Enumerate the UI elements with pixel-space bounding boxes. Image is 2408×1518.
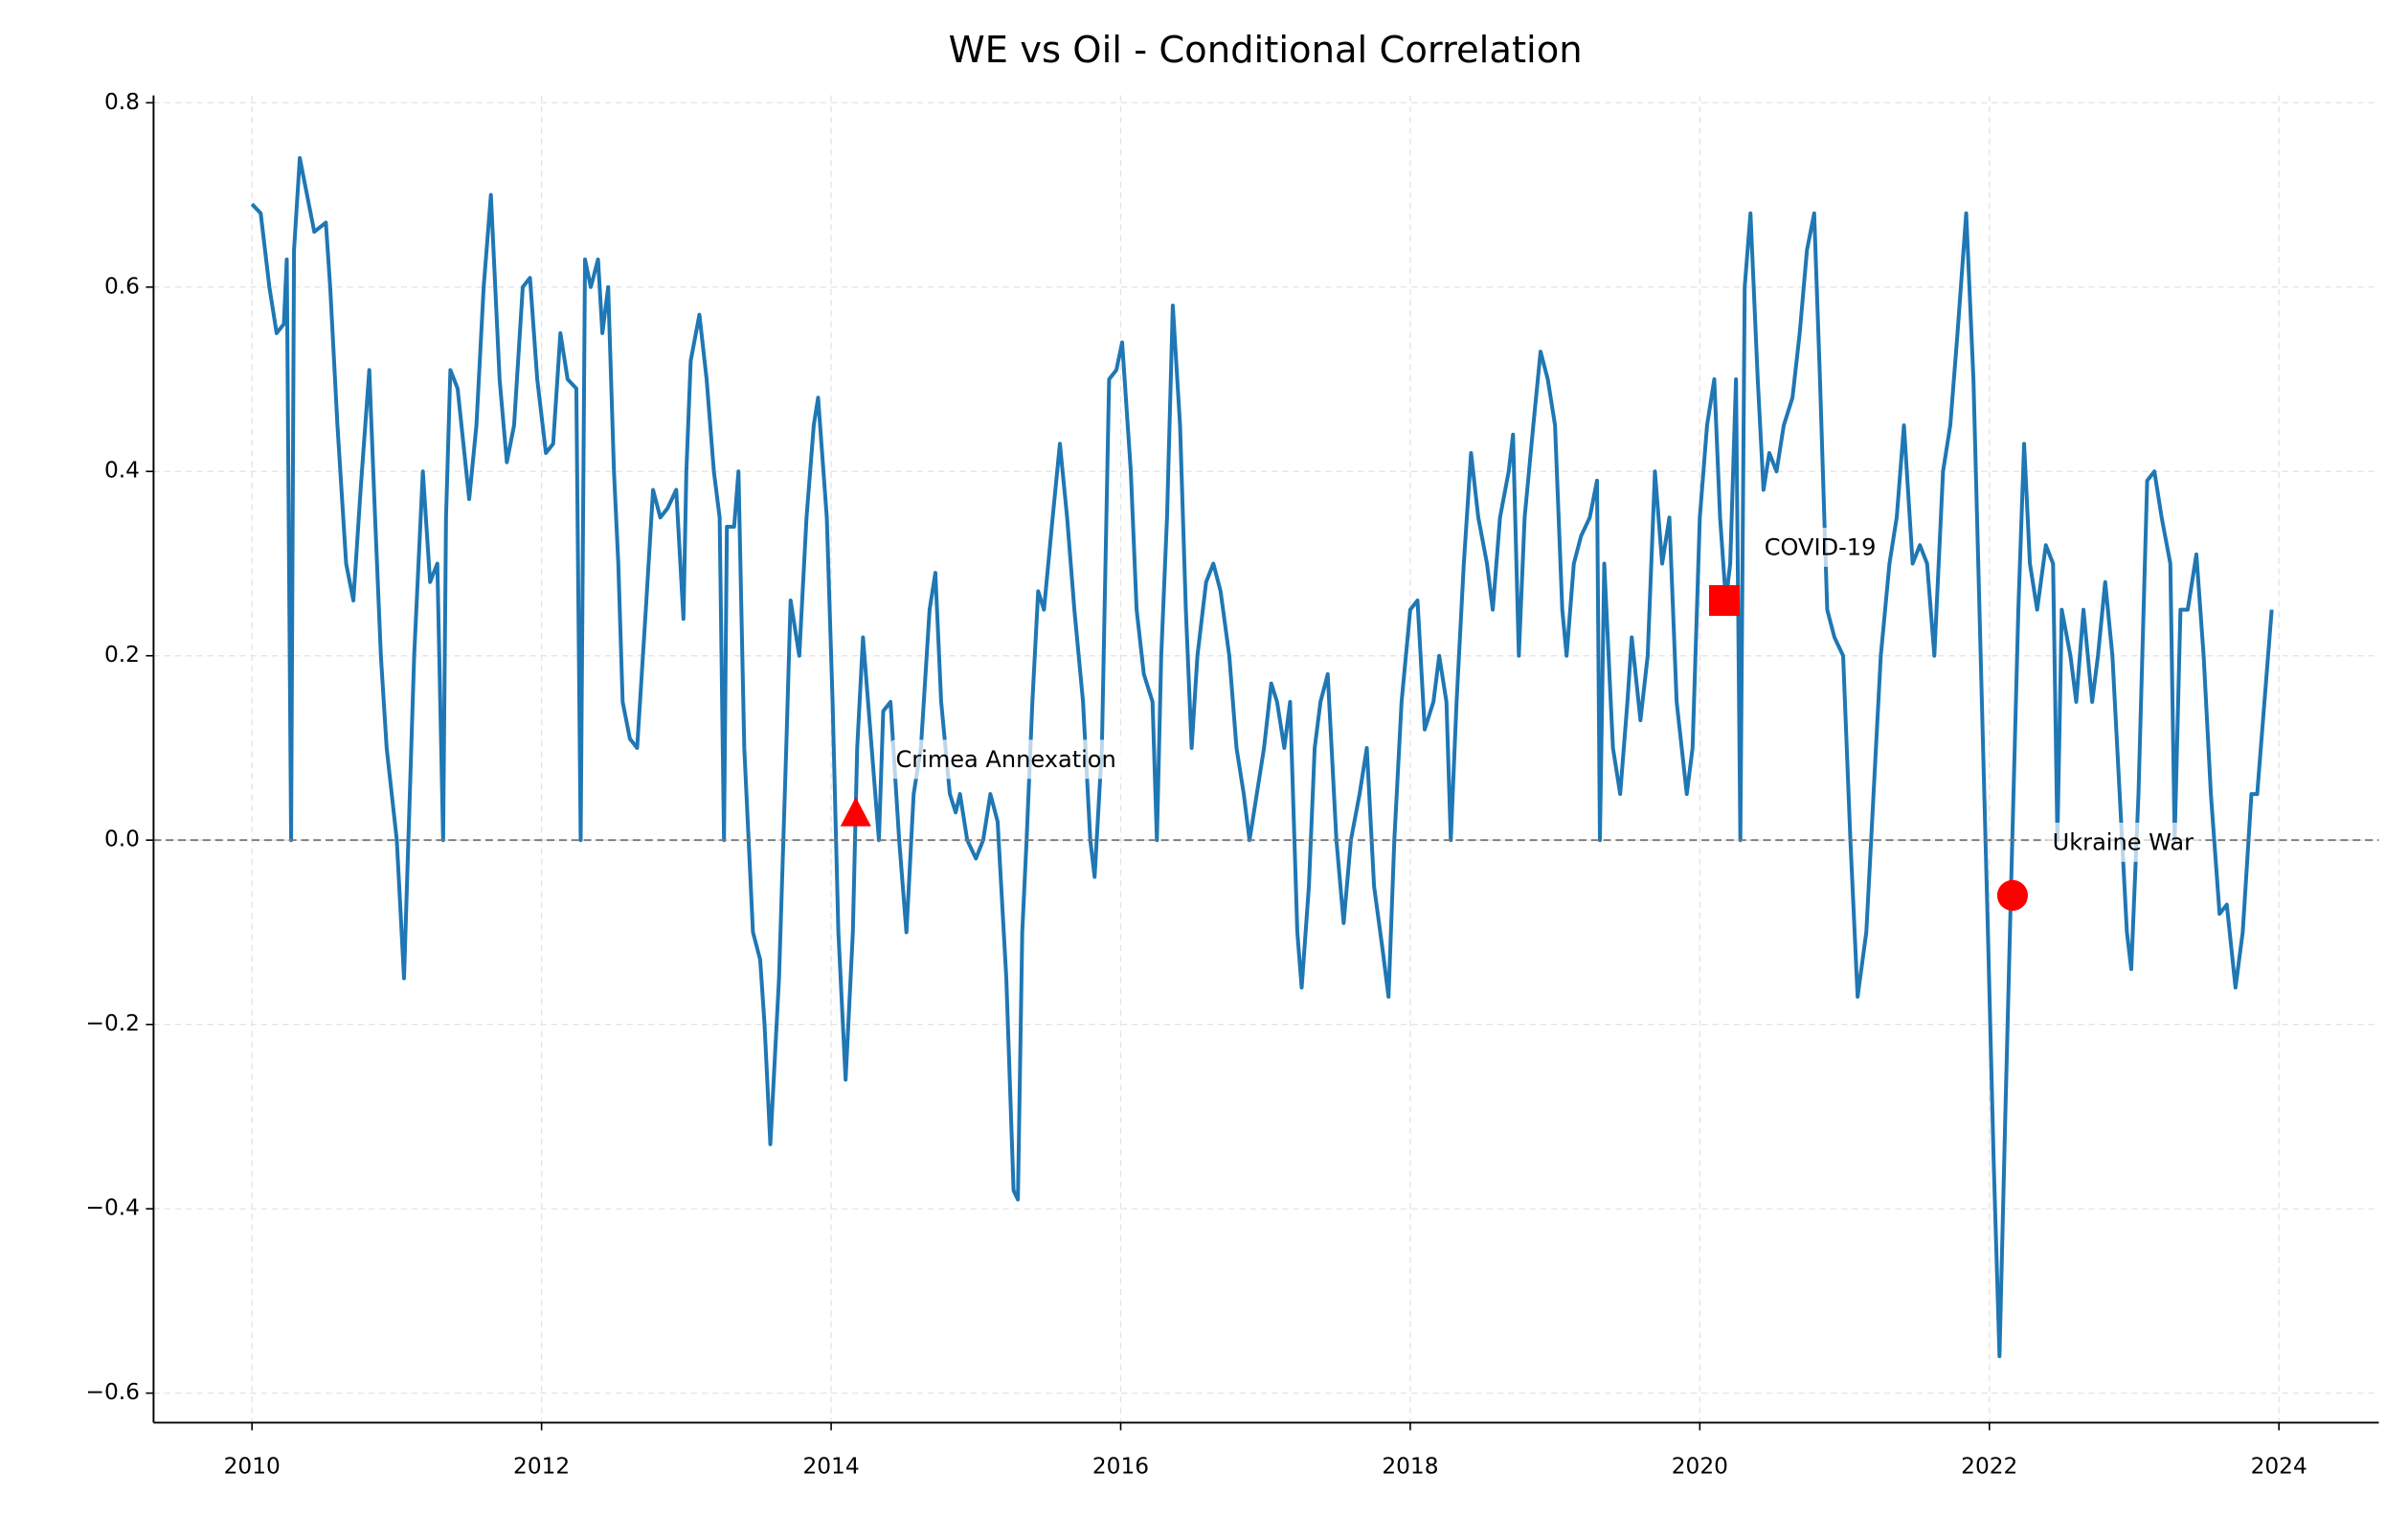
axes: −0.6 −0.4 −0.2 0.0 0.2 0.4 0.6 0.8 2010 2012 2014 2…	[85, 89, 2379, 1479]
y-tick-label: 0.4	[104, 458, 140, 484]
x-tick-label: 2024	[2251, 1453, 2307, 1479]
series-line	[250, 156, 2274, 1359]
x-tick-label: 2016	[1092, 1453, 1149, 1479]
y-tick-label: 0.8	[104, 89, 140, 115]
y-tick-label: −0.4	[85, 1195, 139, 1221]
grid	[153, 95, 2379, 1423]
annotation-marker	[1709, 584, 1741, 617]
annotation-box	[889, 739, 1123, 780]
annotation-marker	[1996, 879, 2028, 911]
plot-area: Crimea Annexation COVID-19 Ukraine War	[153, 156, 2379, 1359]
x-tick-label: 2020	[1672, 1453, 1728, 1479]
x-tick-label: 2022	[1961, 1453, 2017, 1479]
y-tick-label: −0.2	[85, 1010, 139, 1036]
annotation-marker	[840, 797, 871, 827]
annotation-label: COVID-19	[1765, 533, 1877, 560]
x-tick-label: 2018	[1382, 1453, 1438, 1479]
x-tick-label: 2010	[224, 1453, 281, 1479]
annotation-box	[2046, 822, 2200, 862]
y-tick-label: −0.6	[85, 1379, 139, 1405]
chart-title: WE vs Oil - Conditional Correlation	[949, 29, 1583, 72]
x-tick-label: 2014	[802, 1453, 859, 1479]
annotation-label: Crimea Annexation	[895, 746, 1115, 773]
annotation-label: Ukraine War	[2053, 828, 2194, 855]
x-tick-label: 2012	[513, 1453, 570, 1479]
annotation-box	[1758, 528, 1882, 567]
y-tick-label: 0.2	[104, 642, 140, 668]
y-tick-label: 0.0	[104, 827, 140, 852]
y-tick-label: 0.6	[104, 273, 140, 299]
